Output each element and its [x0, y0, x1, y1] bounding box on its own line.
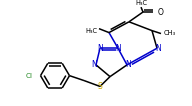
Text: N: N — [97, 44, 103, 53]
Text: Cl: Cl — [26, 73, 32, 79]
Text: N: N — [155, 44, 161, 53]
Text: N: N — [91, 60, 97, 69]
Text: H₃C: H₃C — [85, 28, 97, 34]
Text: N: N — [125, 60, 131, 69]
Text: CH₃: CH₃ — [164, 30, 176, 36]
Text: H₃C: H₃C — [135, 0, 147, 6]
Text: N: N — [115, 44, 121, 53]
Text: S: S — [98, 82, 102, 91]
Text: O: O — [158, 8, 164, 17]
